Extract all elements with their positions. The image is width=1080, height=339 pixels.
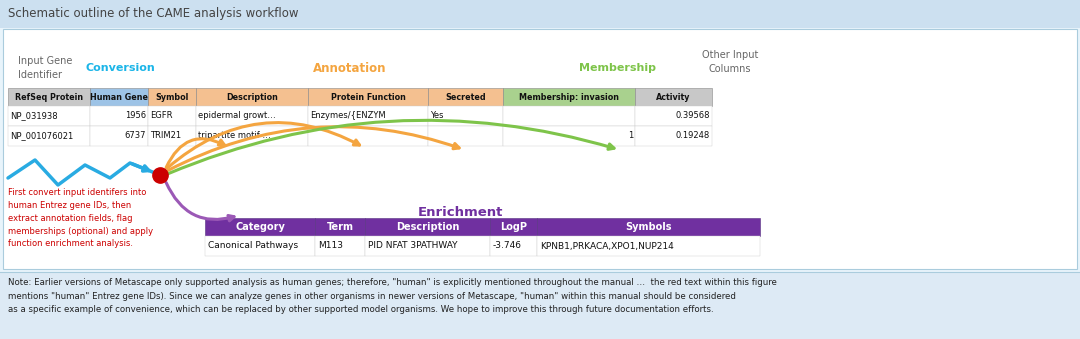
Text: KPNB1,PRKACA,XPO1,NUP214: KPNB1,PRKACA,XPO1,NUP214 — [540, 241, 674, 251]
FancyBboxPatch shape — [195, 106, 308, 126]
FancyBboxPatch shape — [308, 106, 428, 126]
FancyBboxPatch shape — [365, 236, 490, 256]
FancyBboxPatch shape — [428, 126, 503, 146]
FancyBboxPatch shape — [365, 218, 490, 236]
Text: Term: Term — [326, 222, 353, 232]
Text: 1: 1 — [627, 132, 633, 140]
FancyBboxPatch shape — [503, 126, 635, 146]
FancyBboxPatch shape — [315, 218, 365, 236]
FancyBboxPatch shape — [90, 126, 148, 146]
Text: Membership: Membership — [579, 63, 656, 73]
FancyBboxPatch shape — [308, 126, 428, 146]
Text: Human Gene: Human Gene — [90, 93, 148, 101]
Text: NP_001076021: NP_001076021 — [10, 132, 73, 140]
FancyBboxPatch shape — [8, 106, 90, 126]
Text: 0.39568: 0.39568 — [675, 112, 710, 120]
FancyBboxPatch shape — [8, 88, 90, 106]
FancyBboxPatch shape — [490, 236, 537, 256]
Text: 0.19248: 0.19248 — [676, 132, 710, 140]
FancyBboxPatch shape — [537, 218, 760, 236]
Text: Other Input
Columns: Other Input Columns — [702, 51, 758, 74]
FancyBboxPatch shape — [503, 88, 635, 106]
Text: Enzymes/{ENZYM: Enzymes/{ENZYM — [310, 112, 386, 120]
Text: Conversion: Conversion — [85, 63, 154, 73]
Text: Yes: Yes — [430, 112, 444, 120]
FancyBboxPatch shape — [428, 88, 503, 106]
Text: Description: Description — [226, 93, 278, 101]
Text: Input Gene
Identifier: Input Gene Identifier — [18, 56, 72, 80]
FancyBboxPatch shape — [428, 106, 503, 126]
FancyBboxPatch shape — [195, 126, 308, 146]
Text: NP_031938: NP_031938 — [10, 112, 57, 120]
Text: Activity: Activity — [657, 93, 691, 101]
Text: Enrichment: Enrichment — [417, 205, 502, 219]
FancyBboxPatch shape — [205, 236, 315, 256]
Text: Schematic outline of the CAME analysis workflow: Schematic outline of the CAME analysis w… — [8, 7, 298, 20]
FancyBboxPatch shape — [90, 106, 148, 126]
FancyBboxPatch shape — [90, 88, 148, 106]
FancyBboxPatch shape — [503, 106, 635, 126]
FancyBboxPatch shape — [148, 106, 195, 126]
FancyBboxPatch shape — [490, 218, 537, 236]
Text: tripartite motif …: tripartite motif … — [198, 132, 271, 140]
FancyBboxPatch shape — [148, 88, 195, 106]
Text: M113: M113 — [318, 241, 343, 251]
FancyBboxPatch shape — [0, 0, 1080, 28]
FancyBboxPatch shape — [635, 126, 712, 146]
Text: TRIM21: TRIM21 — [150, 132, 181, 140]
FancyBboxPatch shape — [0, 272, 1080, 339]
Text: First convert input identifers into
human Entrez gene IDs, then
extract annotati: First convert input identifers into huma… — [8, 188, 153, 248]
FancyBboxPatch shape — [195, 88, 308, 106]
Text: Category: Category — [235, 222, 285, 232]
Text: Membership: invasion: Membership: invasion — [519, 93, 619, 101]
Text: 6737: 6737 — [124, 132, 146, 140]
FancyBboxPatch shape — [8, 126, 90, 146]
Text: EGFR: EGFR — [150, 112, 173, 120]
Text: RefSeq Protein: RefSeq Protein — [15, 93, 83, 101]
Text: Protein Function: Protein Function — [330, 93, 405, 101]
Text: Note: Earlier versions of Metascape only supported analysis as human genes; ther: Note: Earlier versions of Metascape only… — [8, 278, 777, 314]
Text: Symbol: Symbol — [156, 93, 189, 101]
FancyBboxPatch shape — [635, 88, 712, 106]
FancyBboxPatch shape — [315, 236, 365, 256]
Text: epidermal growt…: epidermal growt… — [198, 112, 275, 120]
Text: 1956: 1956 — [125, 112, 146, 120]
FancyBboxPatch shape — [3, 29, 1077, 269]
Text: -3.746: -3.746 — [492, 241, 522, 251]
Text: PID NFAT 3PATHWAY: PID NFAT 3PATHWAY — [368, 241, 458, 251]
FancyBboxPatch shape — [205, 218, 315, 236]
Text: LogP: LogP — [500, 222, 527, 232]
Text: Description: Description — [395, 222, 459, 232]
Text: Canonical Pathways: Canonical Pathways — [208, 241, 298, 251]
FancyBboxPatch shape — [635, 106, 712, 126]
FancyBboxPatch shape — [308, 88, 428, 106]
Text: Secreted: Secreted — [445, 93, 486, 101]
Text: Symbols: Symbols — [625, 222, 672, 232]
FancyBboxPatch shape — [537, 236, 760, 256]
Text: Annotation: Annotation — [313, 61, 387, 75]
FancyBboxPatch shape — [148, 126, 195, 146]
